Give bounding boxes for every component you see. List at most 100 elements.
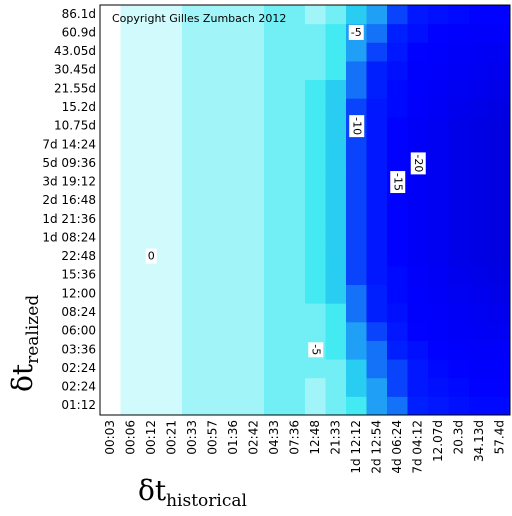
heatmap-cell — [428, 284, 449, 304]
heatmap-cell — [469, 5, 490, 25]
heatmap-cell — [469, 79, 490, 99]
heatmap-cell — [161, 247, 183, 267]
heatmap-cell — [223, 42, 244, 62]
heatmap-cell — [387, 135, 408, 155]
heatmap-cell — [469, 303, 490, 323]
contour-label: 0 — [145, 248, 157, 264]
heatmap-cell — [264, 60, 285, 81]
heatmap-cell — [387, 210, 408, 230]
heatmap-cell — [161, 79, 183, 99]
heatmap-cell — [428, 377, 449, 397]
x-tick-label: 00:33 — [185, 420, 199, 455]
heatmap-cell — [182, 116, 203, 136]
heatmap-cell — [284, 247, 306, 267]
heatmap-cell — [346, 210, 367, 230]
heatmap-cell — [428, 359, 449, 379]
heatmap-cell — [182, 284, 203, 304]
heatmap-cell — [387, 191, 408, 211]
heatmap-cell — [202, 228, 224, 248]
heatmap-cell — [366, 396, 388, 416]
contour-label-text: -5 — [351, 26, 362, 39]
heatmap-cell — [120, 98, 142, 118]
y-tick-label: 5d 09:36 — [42, 156, 96, 170]
heatmap-cell — [346, 154, 367, 174]
heatmap-cell — [387, 23, 408, 43]
heatmap-cell — [366, 321, 388, 341]
heatmap-cell — [407, 247, 429, 267]
heatmap-cell — [387, 5, 408, 25]
heatmap-cell — [325, 321, 347, 341]
heatmap-cell — [182, 172, 203, 192]
y-tick-label: 10.75d — [54, 119, 96, 133]
heatmap-cell — [141, 98, 162, 118]
heatmap-cell — [428, 98, 449, 118]
heatmap-cell — [366, 42, 388, 62]
heatmap-cell — [428, 396, 449, 416]
heatmap-cell — [141, 340, 162, 360]
heatmap-cell — [407, 303, 429, 323]
heatmap-cell — [325, 135, 347, 155]
heatmap-cell — [182, 98, 203, 118]
heatmap-cell — [448, 191, 470, 211]
heatmap-cell — [489, 228, 511, 248]
heatmap-cell — [366, 154, 388, 174]
heatmap-cell — [264, 228, 285, 248]
y-axis-title: δtrealized — [6, 295, 43, 392]
heatmap-cell — [469, 396, 490, 416]
heatmap-cell — [305, 135, 326, 155]
heatmap-cell — [489, 210, 511, 230]
heatmap-cell — [120, 228, 142, 248]
heatmap-cell — [325, 116, 347, 136]
heatmap-cell — [325, 23, 347, 43]
heatmap-cell — [407, 377, 429, 397]
heatmap-cell — [346, 42, 367, 62]
heatmap-cell — [223, 321, 244, 341]
heatmap-cell — [223, 5, 244, 25]
heatmap-cell — [448, 265, 470, 286]
heatmap-cell — [120, 172, 142, 192]
heatmap-cell — [243, 228, 265, 248]
heatmap-cell — [305, 23, 326, 43]
heatmap-cell — [387, 284, 408, 304]
heatmap-cell — [202, 303, 224, 323]
heatmap-cell — [469, 116, 490, 136]
heatmap-cell — [305, 98, 326, 118]
heatmap-cell — [325, 228, 347, 248]
heatmap-cell — [428, 42, 449, 62]
heatmap-cell — [182, 321, 203, 341]
heatmap-cell — [120, 191, 142, 211]
heatmap-cell — [141, 265, 162, 286]
heatmap-cell — [264, 340, 285, 360]
heatmap-cell — [223, 60, 244, 81]
heatmap-cell — [325, 303, 347, 323]
heatmap-cell — [223, 116, 244, 136]
heatmap-cell — [243, 172, 265, 192]
heatmap-cell — [182, 340, 203, 360]
heatmap-cell — [100, 191, 121, 211]
heatmap-cell — [161, 303, 183, 323]
heatmap-cell — [305, 210, 326, 230]
contour-label-text: -10 — [350, 117, 363, 135]
heatmap-cell — [428, 135, 449, 155]
heatmap-cell — [469, 23, 490, 43]
heatmap-cell — [489, 265, 511, 286]
heatmap-cell — [161, 377, 183, 397]
heatmap-cell — [325, 265, 347, 286]
heatmap-cell — [428, 265, 449, 286]
y-tick-label: 02:24 — [61, 361, 96, 375]
heatmap-cell — [284, 377, 306, 397]
heatmap-cell — [428, 228, 449, 248]
y-tick-label: 03:36 — [61, 342, 96, 356]
y-tick-label: 60.9d — [62, 25, 96, 39]
heatmap-cell — [182, 135, 203, 155]
y-tick-label: 22:48 — [61, 249, 96, 263]
heatmap-cell — [387, 396, 408, 416]
heatmap-cell — [120, 377, 142, 397]
heatmap-cell — [489, 60, 511, 81]
heatmap-cell — [284, 191, 306, 211]
x-tick-label: 12:48 — [308, 420, 322, 455]
heatmap-cell — [469, 321, 490, 341]
heatmap-cell — [182, 5, 203, 25]
heatmap-cell — [202, 60, 224, 81]
heatmap-cell — [141, 210, 162, 230]
